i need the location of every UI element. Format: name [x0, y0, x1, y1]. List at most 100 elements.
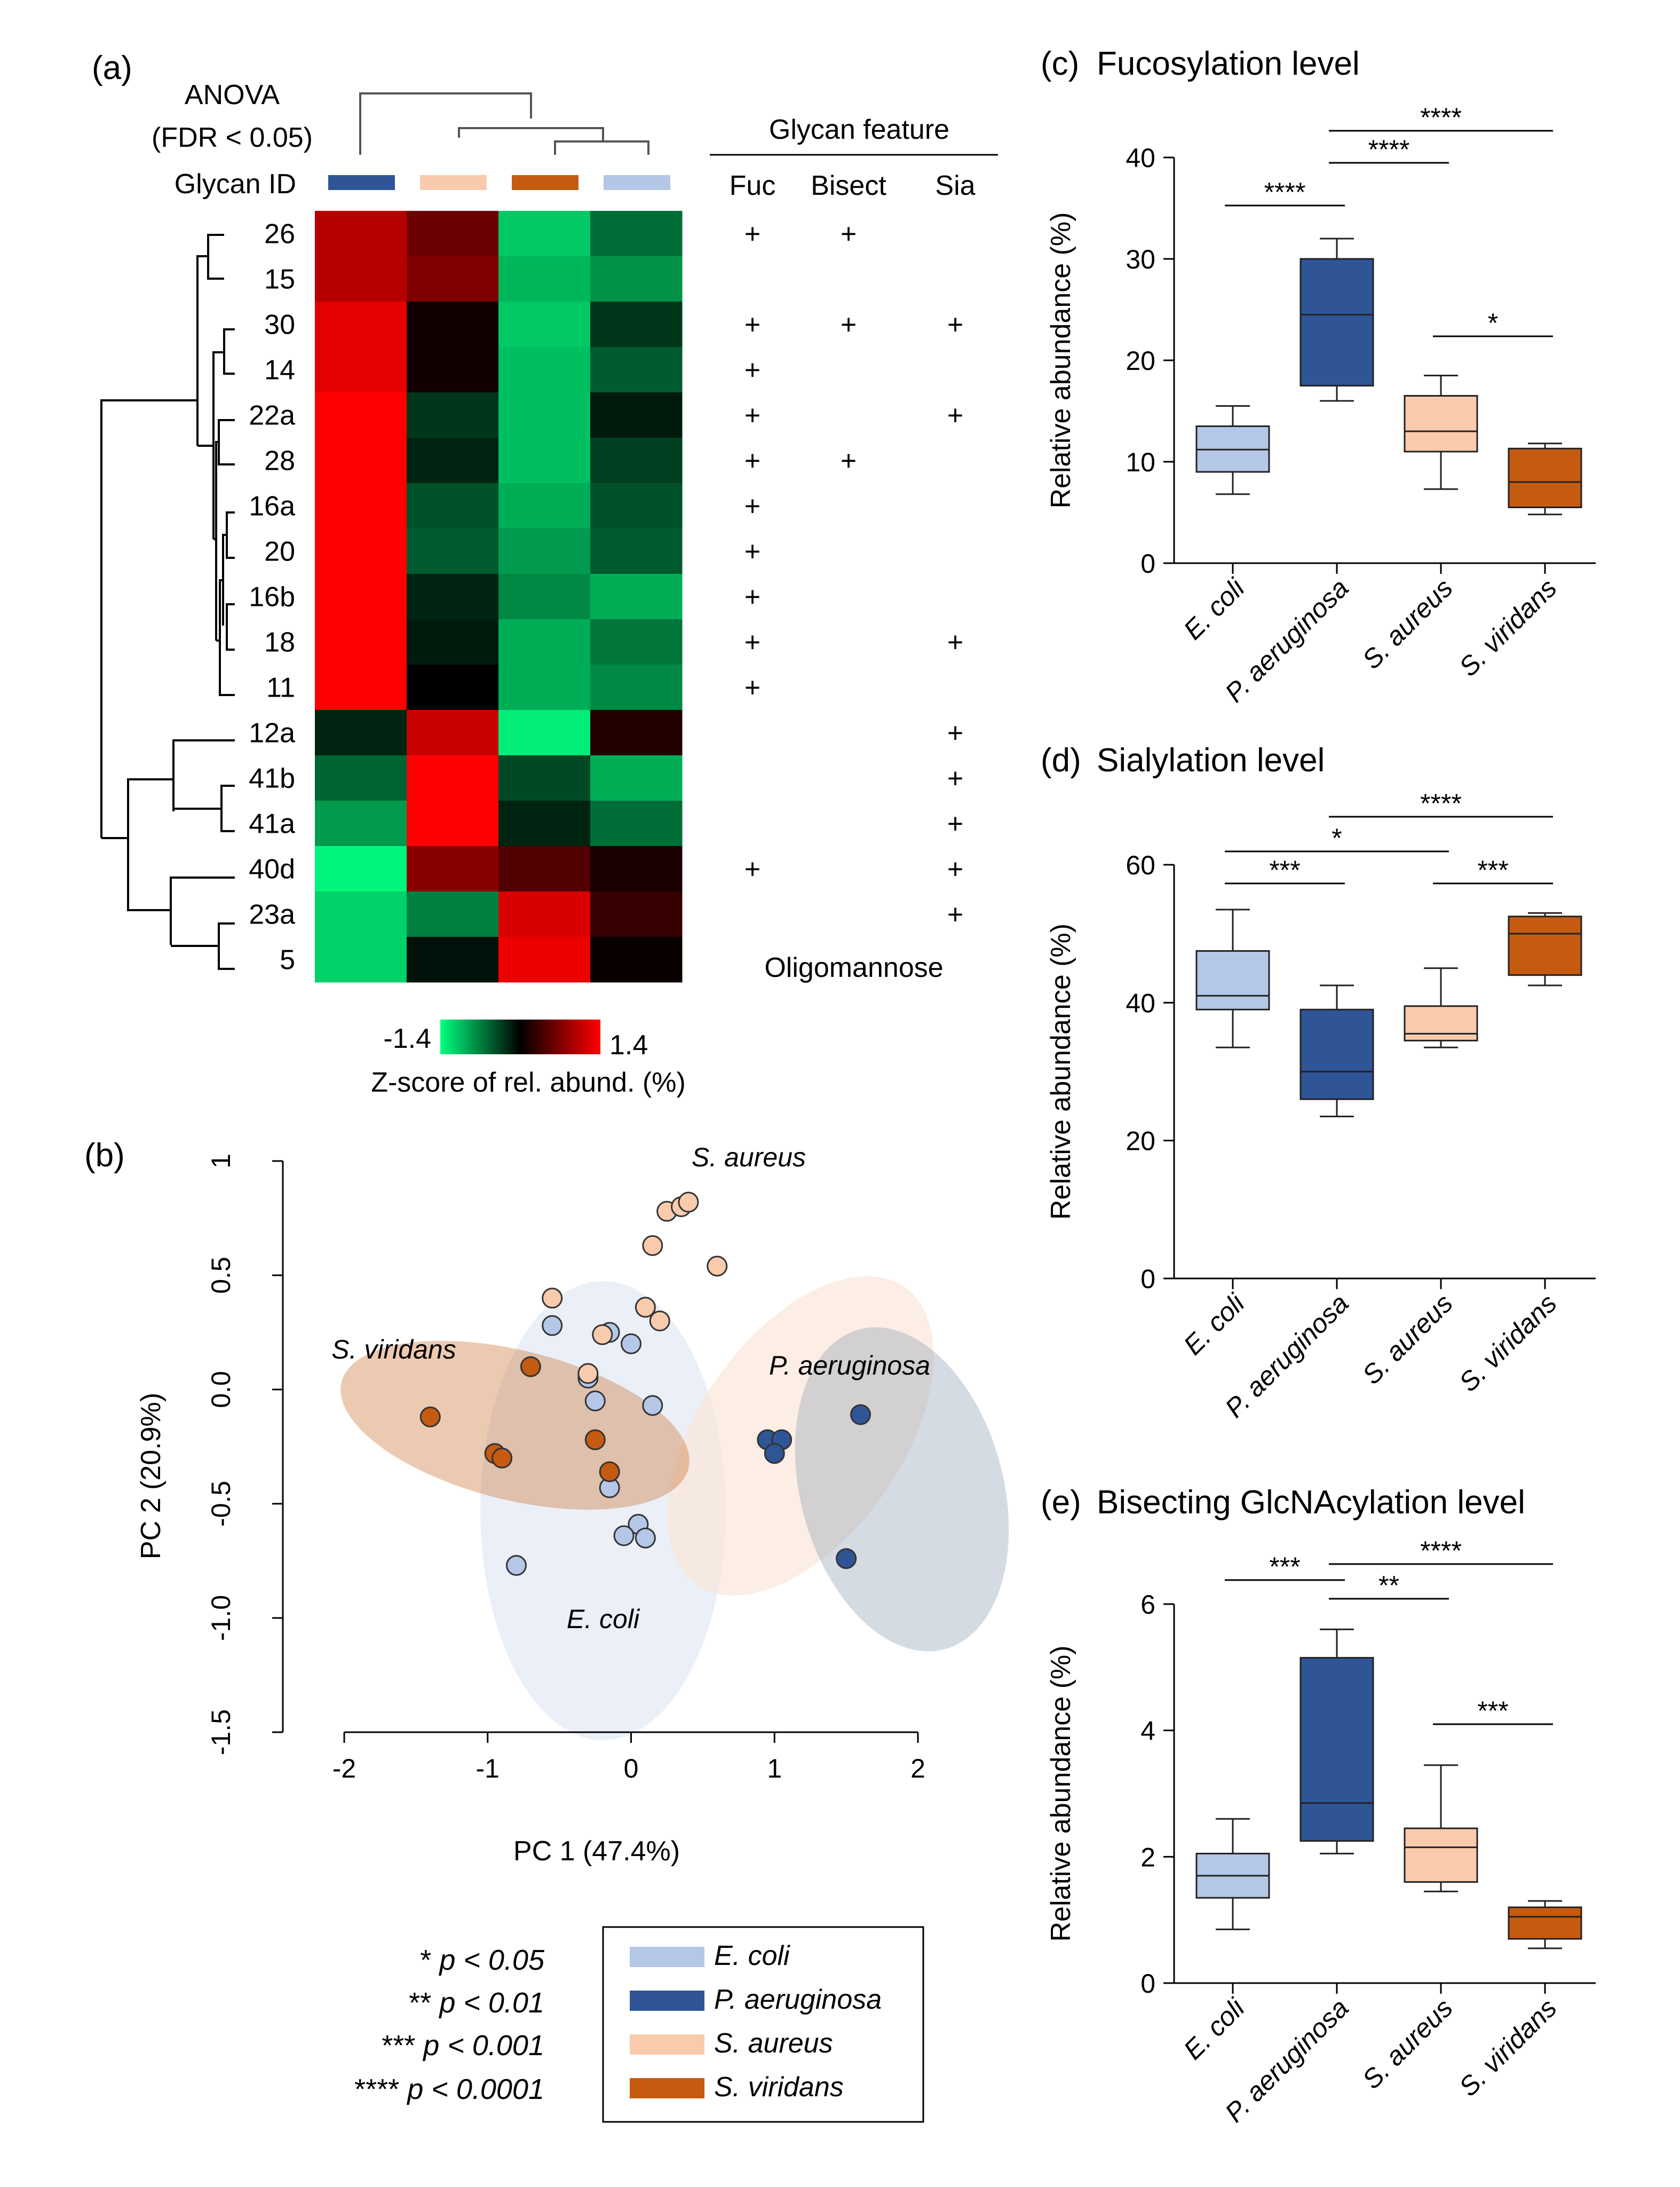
heatmap-cell [407, 755, 499, 801]
significance-label: * [1332, 823, 1342, 853]
color-scale-max: 1.4 [609, 1030, 648, 1061]
glycan-id: 16b [249, 582, 295, 613]
column-color-bar [512, 175, 579, 190]
ellipse-label-sviridans: S. viridans [331, 1335, 456, 1364]
feature-mark: + [744, 355, 760, 386]
oligomannose-label: Oligomannose [764, 952, 943, 983]
feature-mark: + [841, 446, 857, 477]
heatmap-cell [498, 392, 591, 438]
feature-mark: + [947, 627, 963, 658]
pca-x-tick-label: 2 [910, 1754, 925, 1783]
box-y-tick-label: 2 [1140, 1842, 1155, 1872]
heatmap-cell [498, 665, 591, 710]
heatmap-cell [590, 347, 683, 393]
heatmap-cell [315, 528, 407, 574]
legend-swatch-saureus [630, 2034, 704, 2055]
row-dendrogram [100, 234, 235, 970]
heatmap-cell [407, 347, 499, 393]
glycan-feature-title: Glycan feature [769, 114, 949, 145]
heatmap-cell [315, 256, 407, 302]
heatmap-cell [590, 846, 683, 892]
heatmap-cell [590, 755, 683, 801]
pca-point-ecoli [506, 1555, 527, 1576]
pca-point-saureus [635, 1297, 656, 1318]
box-y-tick-label: 40 [1126, 143, 1155, 173]
feature-mark: + [744, 582, 760, 613]
pvalue-text-4: p < 0.0001 [406, 2073, 544, 2105]
box-sviridans [1508, 447, 1582, 508]
panel-c: (c) Fucosylation level 0 10 20 30 40 Relative a… [1041, 45, 1596, 708]
heatmap-cell [498, 801, 591, 847]
heatmap-cell [590, 619, 683, 665]
color-scale-min: -1.4 [383, 1023, 431, 1054]
glycan-id: 28 [264, 446, 295, 477]
heatmap-cell [498, 574, 591, 620]
feature-mark: + [744, 854, 760, 885]
heatmap-cell [315, 937, 407, 983]
pca-point-saureus [678, 1191, 699, 1213]
feature-mark: + [947, 854, 963, 885]
pca-y-tick-label: 1 [206, 1154, 236, 1168]
feature-sia: Sia [935, 170, 975, 201]
pca-x-tick-label: -1 [476, 1754, 500, 1783]
panel-b-label: (b) [84, 1137, 125, 1174]
heatmap-cell [590, 891, 683, 937]
significance-label: *** [1477, 1696, 1508, 1726]
pca-point-sviridans [492, 1447, 513, 1468]
pvalue-key-1: * p < 0.05 [420, 1944, 545, 1976]
heatmap-cell [315, 619, 407, 665]
heatmap-cell [315, 710, 407, 756]
box-y-tick-label: 0 [1140, 1264, 1155, 1294]
pca-point-paeruginosa [836, 1548, 857, 1569]
color-scale-bar [440, 1020, 600, 1054]
pvalue-key: * p < 0.05 ** p < 0.01 *** p < 0.001 ***… [354, 1944, 545, 2105]
pca-y-tick-label: 0.5 [206, 1257, 236, 1294]
ellipse-paeruginosa [795, 1327, 1009, 1652]
heatmap-cell [590, 211, 683, 257]
pca-point-saureus [592, 1324, 613, 1345]
box-paeruginosa [1299, 258, 1374, 386]
glycan-id: 41b [249, 763, 295, 794]
pca-point-paeruginosa [764, 1443, 785, 1464]
pca-point-sviridans [584, 1429, 606, 1450]
heatmap-cell [590, 710, 683, 756]
column-dendrogram [359, 92, 649, 155]
significance-label: *** [1477, 855, 1508, 885]
pca-y-tick-label: -0.5 [206, 1481, 236, 1527]
heatmap-cell [498, 211, 591, 257]
heatmap-cell [590, 574, 683, 620]
significance-label: ** [1378, 1570, 1399, 1600]
box-panel-label: (d) [1041, 742, 1081, 779]
heatmap-cell [315, 438, 407, 484]
significance-label: **** [1420, 788, 1462, 818]
heatmap-cell [498, 256, 591, 302]
heatmap-cell [407, 483, 499, 529]
heatmap-cell [407, 438, 499, 484]
significance-label: *** [1269, 1552, 1300, 1582]
box-x-tick-label: S. viridans [1453, 1288, 1563, 1398]
feature-mark: + [841, 310, 857, 341]
pca-point-saureus [649, 1310, 670, 1332]
pca-point-sviridans [419, 1406, 441, 1427]
heatmap-cell [498, 937, 591, 983]
pca-xlabel: PC 1 (47.4%) [513, 1836, 680, 1867]
panel-e: (e) Bisecting GlcNAcylation level 0 2 4 6 Rela… [1041, 1484, 1596, 2128]
box-ylabel: Relative abundance (%) [1045, 1646, 1076, 1942]
significance-label: *** [1269, 855, 1300, 885]
pca-y-tick-label: -1.0 [206, 1595, 236, 1641]
glycan-id-label: Glycan ID [175, 169, 296, 200]
heatmap-cell [315, 347, 407, 393]
glycan-id: 23a [249, 899, 295, 930]
panel-a-label: (a) [92, 50, 132, 86]
glycan-id: 26 [264, 219, 295, 250]
feature-mark: + [947, 718, 963, 749]
legend-label-paeruginosa: P. aeruginosa [714, 1984, 882, 2015]
box-panel-title: Sialylation level [1097, 742, 1325, 779]
glycan-id: 11 [266, 673, 295, 704]
glycan-id: 41a [249, 809, 295, 840]
panel-b: (b) -2 -1 0 1 2 -1.5 -1.0 -0.5 0.0 0.5 1 S. aureus… [84, 1137, 1009, 1867]
fdr-label: (FDR < 0.05) [152, 122, 313, 153]
feature-fuc: Fuc [730, 170, 776, 201]
box-sviridans [1508, 1906, 1582, 1940]
